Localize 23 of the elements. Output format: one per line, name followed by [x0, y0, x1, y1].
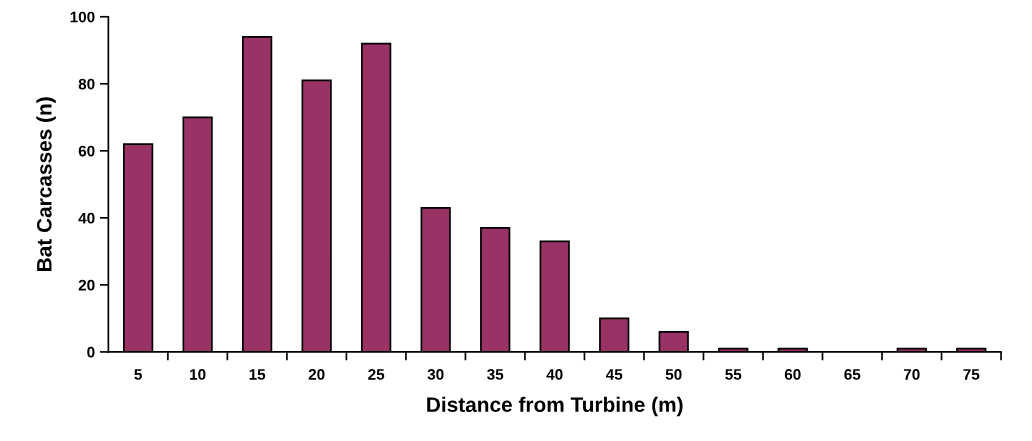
x-tick-label: 75: [963, 369, 980, 380]
y-tick-label: 0: [87, 346, 95, 358]
x-tick-label: 20: [308, 368, 325, 380]
x-tick-label: 25: [368, 368, 385, 380]
x-tick-label: 35: [487, 368, 504, 380]
x-tick-label: 30: [427, 368, 444, 380]
y-tick-label: 100: [70, 11, 95, 23]
y-axis-title: Bat Carcasses (n): [36, 97, 56, 271]
y-tick-label: 80: [78, 78, 95, 90]
x-tick-label: 40: [546, 368, 563, 380]
x-tick-label: 60: [784, 368, 801, 380]
x-tick-label: 45: [605, 369, 623, 380]
x-tick-label: 15: [249, 369, 266, 380]
x-tick-label: 55: [725, 369, 742, 380]
x-tick-label: 70: [903, 368, 920, 380]
y-tick-label: 20: [78, 279, 95, 291]
x-axis-title: Distance from Turbine (m): [427, 396, 683, 417]
x-tick-label: 50: [665, 368, 682, 380]
y-tick-label: 60: [78, 145, 95, 157]
x-tick-label: 5: [134, 369, 142, 380]
x-tick-label: 10: [190, 368, 206, 380]
x-tick-label: 65: [844, 368, 861, 380]
y-tick-label: 40: [78, 212, 95, 224]
